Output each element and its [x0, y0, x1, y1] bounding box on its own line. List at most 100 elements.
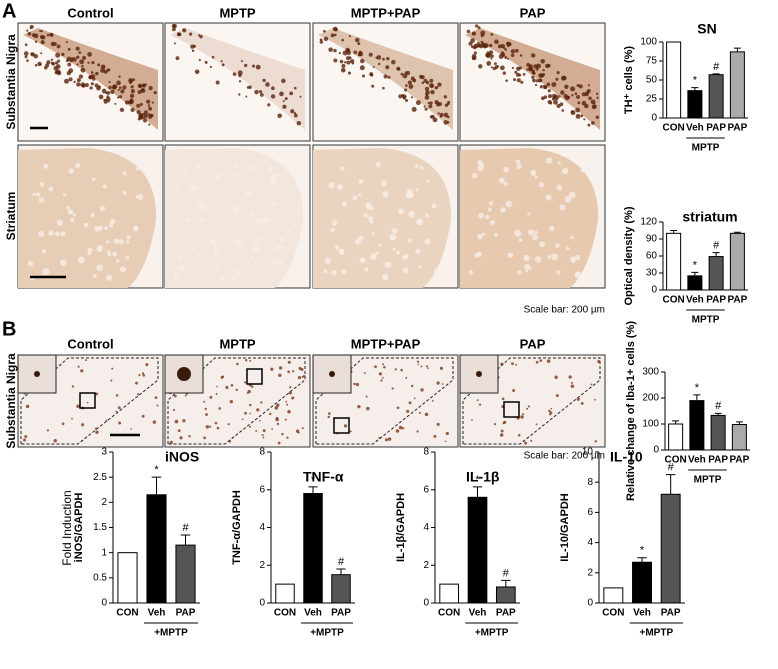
y-tick-label: 4 [259, 522, 265, 533]
striatum-bundle [231, 276, 236, 281]
striatum-bundle [528, 229, 535, 236]
stain-cell [494, 39, 499, 44]
microglia [135, 381, 139, 385]
y-tick-label: 8 [259, 447, 265, 458]
striatum-bundle [384, 261, 392, 269]
striatum-bundle [250, 255, 254, 259]
stain-cell [581, 92, 586, 97]
error-bar [714, 412, 722, 416]
microglia [71, 417, 73, 420]
stain-cell [151, 101, 154, 104]
microglia [248, 425, 251, 428]
panel-label: A [2, 0, 16, 22]
striatum-bundle [234, 172, 240, 178]
bar [146, 494, 167, 604]
microglia [204, 407, 207, 411]
chart-title: iNOS [165, 449, 199, 465]
microglia [260, 401, 263, 404]
striatum-bundle [337, 183, 343, 190]
striatum-bundle [125, 255, 130, 260]
stain-cell [561, 109, 565, 112]
striatum-bundle [283, 169, 287, 174]
striatum-bundle [75, 163, 81, 169]
stain-cell [535, 67, 539, 71]
striatum-bundle [233, 205, 241, 213]
significance-mark: # [182, 522, 189, 534]
striatum-bundle [498, 177, 505, 184]
microglia [142, 374, 146, 377]
microglia [203, 400, 206, 403]
stain-cell [443, 95, 448, 99]
striatum-bundle [570, 235, 574, 240]
microglia [499, 433, 504, 437]
group-label: MPTP [692, 143, 720, 154]
striatum-bundle [60, 231, 66, 237]
microglia [61, 422, 65, 426]
row-label: Striatum [4, 192, 18, 241]
microglia [445, 431, 449, 436]
x-tick-label: CON [665, 455, 687, 466]
stain-cell [490, 66, 493, 69]
microglia [301, 427, 304, 430]
striatum-bundle [341, 201, 347, 207]
striatum-bundle [556, 270, 561, 275]
striatum-bundle [185, 217, 191, 223]
striatum-bundle [236, 240, 244, 248]
stain-cell [29, 24, 34, 29]
striatum-bundle [418, 265, 422, 270]
y-tick-label: 60 [646, 251, 658, 262]
striatum-bundle [500, 207, 506, 213]
microglia [302, 374, 306, 378]
stain-cell [238, 80, 242, 83]
stain-cell [551, 82, 557, 88]
microglia [548, 409, 551, 413]
stain-cell [124, 100, 130, 105]
stain-cell [271, 86, 275, 91]
stain-cell [346, 60, 351, 65]
stain-cell [232, 72, 237, 76]
striatum-bundle [269, 174, 277, 182]
microglia [287, 370, 290, 374]
microglia [77, 365, 80, 368]
stain-cell [439, 115, 443, 118]
striatum-bundle [118, 239, 125, 245]
y-tick-label: 2 [423, 560, 429, 571]
striatum-bundle [220, 276, 225, 281]
striatum-bundle [378, 243, 382, 247]
striatum-bundle [545, 194, 552, 201]
microglia [580, 401, 584, 405]
stain-cell [346, 50, 351, 56]
microglia [420, 388, 424, 392]
stain-cell [429, 101, 433, 105]
striatum-bundle [571, 258, 576, 263]
stain-cell [546, 82, 551, 87]
x-tick-label: Veh [686, 123, 704, 134]
microglia [328, 412, 331, 415]
stain-cell [117, 88, 120, 91]
stain-cell [341, 38, 345, 42]
stain-cell [397, 67, 401, 71]
microglia [471, 418, 473, 421]
y-tick-label: 3 [101, 447, 107, 458]
stain-cell [118, 95, 123, 99]
striatum-bundle [39, 181, 45, 187]
stain-cell [110, 89, 115, 94]
stain-cell [284, 97, 288, 101]
striatum-bundle [255, 218, 262, 224]
bar [275, 583, 295, 604]
y-tick-label: 120 [640, 217, 657, 228]
striatum-bundle [402, 267, 409, 274]
microglia [259, 420, 261, 422]
stain-cell [148, 106, 153, 111]
striatum-bundle [119, 266, 126, 273]
stain-cell [478, 64, 483, 69]
microglia [221, 375, 225, 378]
error-bar [308, 486, 318, 494]
microglia [287, 360, 291, 364]
microglia [374, 365, 377, 369]
stain-cell [50, 61, 54, 65]
stain-cell [553, 99, 558, 105]
striatum-bundle [330, 228, 335, 233]
bar [632, 561, 652, 604]
striatum-bundle [366, 204, 372, 210]
